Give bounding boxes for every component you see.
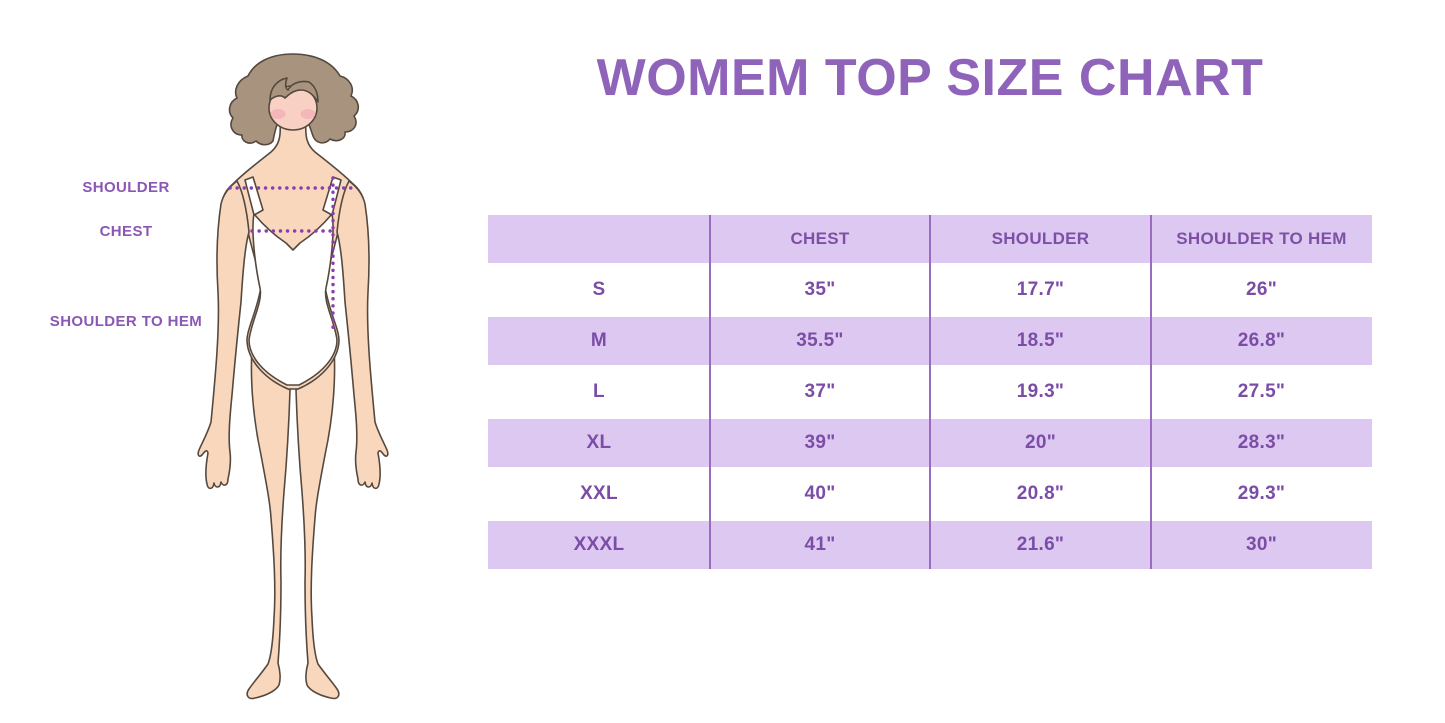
size-label: XXXL	[573, 534, 625, 555]
size-label: XXL	[580, 483, 618, 504]
chest-value: 40"	[804, 483, 836, 504]
legs	[246, 334, 340, 700]
column-divider	[1150, 215, 1152, 569]
size-label: S	[592, 279, 606, 300]
chest-value: 41"	[804, 534, 836, 555]
header-chest: CHEST	[790, 229, 850, 248]
chest-value: 35.5"	[796, 330, 844, 351]
chest-value: 39"	[804, 432, 836, 453]
hem-value: 26.8"	[1237, 330, 1286, 351]
shoulder-value: 20.8"	[1016, 483, 1065, 504]
woman-figure-illustration	[175, 40, 415, 720]
label-shoulder-to-hem: SHOULDER TO HEM	[49, 313, 203, 330]
bodysuit-straps	[244, 176, 342, 216]
label-chest: CHEST	[99, 223, 153, 240]
table-row: S 35" 17.7" 26"	[488, 266, 1372, 314]
shoulder-value: 19.3"	[1016, 381, 1065, 402]
shoulder-value: 17.7"	[1016, 279, 1065, 300]
hem-value: 30"	[1245, 534, 1278, 555]
header-shoulder: SHOULDER	[991, 229, 1090, 248]
arms	[197, 180, 389, 490]
size-table: CHEST SHOULDER SHOULDER TO HEM S 35" 17.…	[488, 215, 1372, 569]
hem-value: 27.5"	[1237, 381, 1286, 402]
size-label: XL	[586, 432, 612, 453]
page-title: WOMEM TOP SIZE CHART	[596, 49, 1264, 107]
woman-figure-svg	[197, 53, 389, 700]
chest-value: 37"	[804, 381, 836, 402]
measurement-lines	[228, 176, 355, 330]
hem-value: 28.3"	[1237, 432, 1286, 453]
shoulder-value: 20"	[1024, 432, 1057, 453]
size-label: L	[593, 381, 605, 402]
bodysuit	[248, 213, 338, 386]
table-row: XXL 40" 20.8" 29.3"	[488, 470, 1372, 518]
hair-fringe	[269, 77, 319, 103]
hem-value: 29.3"	[1237, 483, 1286, 504]
column-divider	[929, 215, 931, 569]
header-shoulder-to-hem: SHOULDER TO HEM	[1176, 229, 1347, 248]
hem-value: 26"	[1245, 279, 1278, 300]
shoulder-value: 21.6"	[1016, 534, 1065, 555]
column-divider	[709, 215, 711, 569]
blush	[270, 109, 316, 119]
size-label: M	[590, 330, 608, 351]
chest-value: 35"	[804, 279, 836, 300]
shoulder-value: 18.5"	[1016, 330, 1065, 351]
table-row: L 37" 19.3" 27.5"	[488, 368, 1372, 416]
label-shoulder: SHOULDER	[82, 179, 170, 196]
